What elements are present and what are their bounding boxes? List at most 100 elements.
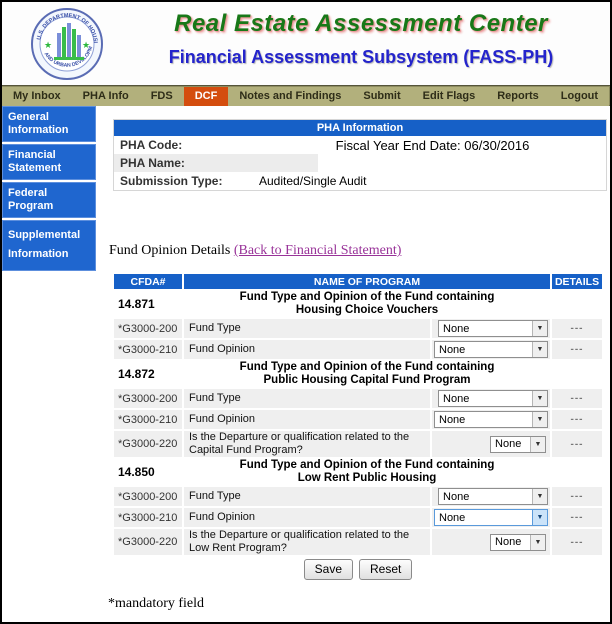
- table-row: *G3000-220 Is the Departure or qualificat…: [114, 431, 603, 457]
- nav-tab-dcf[interactable]: DCF: [183, 87, 229, 106]
- sidebar-item-financial-statement[interactable]: Financial Statement: [2, 144, 96, 180]
- details-cell: ---: [552, 431, 603, 457]
- nav-tab-submit[interactable]: Submit: [363, 90, 401, 102]
- line-item-code: *G3000-220: [114, 431, 182, 457]
- sidebar-nav: General Information Financial Statement Fe…: [2, 106, 96, 273]
- program-section-title: Fund Type and Opinion of the Fund contai…: [184, 291, 551, 317]
- departure-related-select[interactable]: None ▼: [490, 533, 547, 551]
- save-button[interactable]: Save: [303, 558, 353, 580]
- fund-type-select[interactable]: None ▼: [438, 320, 549, 337]
- chevron-down-icon[interactable]: ▼: [532, 510, 547, 525]
- select-cell: None ▼: [432, 340, 551, 359]
- chevron-down-icon[interactable]: ▼: [530, 534, 546, 550]
- cfda-column-header: CFDA#: [114, 274, 182, 289]
- fund-opinion-select[interactable]: None ▼: [434, 341, 548, 358]
- nav-tab-notes-and-findings[interactable]: Notes and Findings: [239, 90, 342, 102]
- submission-type-row: Submission Type: Audited/Single Audit: [114, 172, 606, 190]
- fund-opinion-table: CFDA# NAME OF PROGRAM DETAILS 14.871 Fund…: [112, 272, 604, 583]
- departure-related-select[interactable]: None ▼: [490, 435, 547, 453]
- line-item-code: *G3000-200: [114, 319, 182, 338]
- page-title: Real Estate Assessment Center: [174, 10, 548, 37]
- cfda-number: 14.872: [114, 361, 182, 387]
- program-section-title: Fund Type and Opinion of the Fund contai…: [184, 459, 551, 485]
- select-value: None: [443, 322, 470, 335]
- table-row: *G3000-200 Fund Type None ▼ ---: [114, 319, 603, 338]
- nav-tab-reports[interactable]: Reports: [497, 90, 539, 102]
- seal-star-left: ★: [44, 40, 52, 50]
- chevron-down-icon[interactable]: ▼: [532, 321, 548, 336]
- details-cell: ---: [552, 389, 603, 408]
- details-cell: ---: [552, 529, 603, 555]
- select-cell: None ▼: [432, 410, 551, 429]
- line-item-code: *G3000-220: [114, 529, 182, 555]
- app-titles: Real Estate Assessment Center Financial …: [120, 10, 602, 68]
- table-row: *G3000-200 Fund Type None ▼ ---: [114, 487, 603, 506]
- section-title-line2: Housing Choice Vouchers: [295, 304, 439, 316]
- line-item-description: Is the Departure or qualification relate…: [184, 529, 430, 555]
- details-cell-blank: [552, 291, 603, 317]
- line-item-code: *G3000-210: [114, 340, 182, 359]
- nav-tab-edit-flags[interactable]: Edit Flags: [422, 90, 476, 102]
- chevron-down-icon[interactable]: ▼: [530, 436, 546, 452]
- table-row: *G3000-220 Is the Departure or qualificat…: [114, 529, 603, 555]
- chevron-down-icon[interactable]: ▼: [532, 412, 547, 427]
- program-section-title: Fund Type and Opinion of the Fund contai…: [184, 361, 551, 387]
- select-value: None: [443, 392, 470, 405]
- fund-type-select[interactable]: None ▼: [438, 488, 549, 505]
- select-cell: None ▼: [432, 508, 551, 527]
- program-section-row: 14.871 Fund Type and Opinion of the Fund …: [114, 291, 603, 317]
- section-title-line1: Fund Type and Opinion of the Fund contai…: [239, 459, 495, 471]
- main-nav: My Inbox PHA Info FDS DCF Notes and Findings…: [2, 85, 610, 106]
- sidebar-item-federal-program[interactable]: Federal Program: [2, 182, 96, 218]
- chevron-down-icon[interactable]: ▼: [532, 342, 547, 357]
- chevron-down-icon[interactable]: ▼: [532, 391, 548, 406]
- fund-opinion-select[interactable]: None ▼: [434, 509, 548, 526]
- fund-opinion-select[interactable]: None ▼: [434, 411, 548, 428]
- form-actions-row: Save Reset: [114, 557, 603, 581]
- line-item-code: *G3000-200: [114, 487, 182, 506]
- line-item-description: Fund Opinion: [184, 340, 430, 359]
- pha-name-label: PHA Name:: [114, 154, 318, 172]
- details-cell: ---: [552, 508, 603, 527]
- name-of-program-column-header: NAME OF PROGRAM: [184, 274, 551, 289]
- fund-type-select[interactable]: None ▼: [438, 390, 549, 407]
- submission-type-label: Submission Type:: [120, 174, 223, 188]
- reset-button[interactable]: Reset: [359, 558, 413, 580]
- select-value: None: [443, 490, 470, 503]
- select-value: None: [439, 511, 466, 524]
- select-cell: None ▼: [432, 529, 551, 555]
- fiscal-year-end-date: Fiscal Year End Date: 06/30/2016: [335, 137, 530, 153]
- select-cell: None ▼: [432, 319, 551, 338]
- back-to-financial-statement-link[interactable]: (Back to Financial Statement): [233, 243, 402, 258]
- mandatory-field-note: *mandatory field: [108, 596, 205, 611]
- select-cell: None ▼: [432, 431, 551, 457]
- page-header: U.S. DEPARTMENT OF HOUSING AND URBAN DEV…: [2, 2, 610, 85]
- select-value: None: [495, 438, 522, 450]
- details-cell-blank: [552, 459, 603, 485]
- line-item-description: Fund Type: [184, 319, 430, 338]
- line-item-code: *G3000-200: [114, 389, 182, 408]
- pha-name-row: PHA Name:: [114, 154, 606, 172]
- program-section-row: 14.850 Fund Type and Opinion of the Fund …: [114, 459, 603, 485]
- line-item-description: Fund Type: [184, 389, 430, 408]
- pha-panel-title: PHA Information: [114, 120, 606, 136]
- program-section-row: 14.872 Fund Type and Opinion of the Fund …: [114, 361, 603, 387]
- nav-tab-logout[interactable]: Logout: [560, 90, 599, 102]
- section-title-line1: Fund Type and Opinion of the Fund contai…: [239, 361, 495, 373]
- line-item-description: Fund Opinion: [184, 410, 430, 429]
- sidebar-item-supplemental-information[interactable]: Supplemental Information: [2, 220, 96, 271]
- details-cell: ---: [552, 410, 603, 429]
- table-row: *G3000-200 Fund Type None ▼ ---: [114, 389, 603, 408]
- section-title-line2: Low Rent Public Housing: [297, 472, 437, 484]
- page-subtitle: Financial Assessment Subsystem (FASS-PH): [168, 47, 554, 67]
- line-item-description: Fund Type: [184, 487, 430, 506]
- pha-code-label: PHA Code:: [120, 138, 183, 152]
- chevron-down-icon[interactable]: ▼: [532, 489, 548, 504]
- sidebar-item-general-information[interactable]: General Information: [2, 106, 96, 142]
- table-row: *G3000-210 Fund Opinion None ▼ ---: [114, 508, 603, 527]
- nav-tab-pha-info[interactable]: PHA Info: [82, 90, 129, 102]
- nav-tab-fds[interactable]: FDS: [150, 90, 173, 102]
- select-value: None: [495, 536, 522, 548]
- nav-tab-my-inbox[interactable]: My Inbox: [13, 90, 61, 102]
